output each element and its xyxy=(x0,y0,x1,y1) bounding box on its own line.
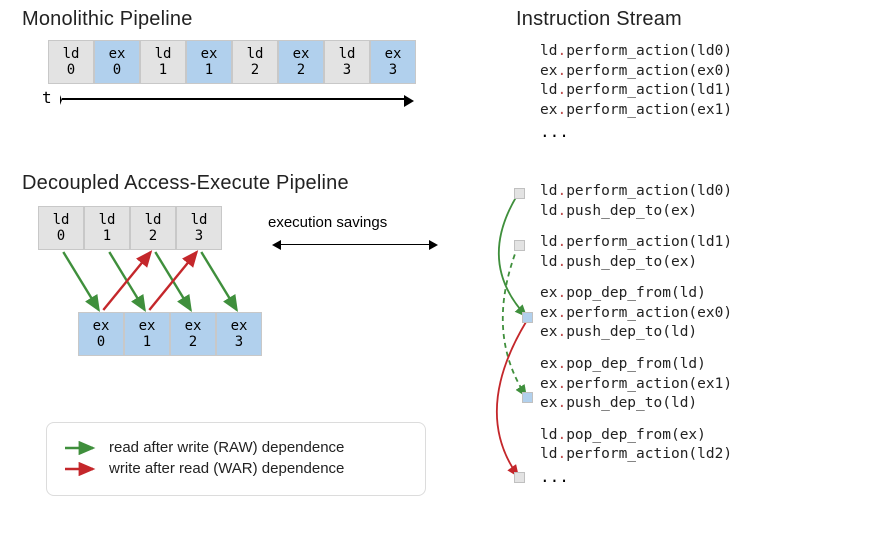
execution-savings-arrow xyxy=(280,244,430,245)
monolithic-pipeline: ld0ex0ld1ex1ld2ex2ld3ex3 t xyxy=(48,40,416,112)
code-line: ld.perform_action(ld1) xyxy=(540,81,732,101)
pipeline-cell: ld1 xyxy=(140,40,186,84)
pipeline-cell: ex0 xyxy=(94,40,140,84)
stream-marker xyxy=(514,188,525,199)
pipeline-cell: ex3 xyxy=(370,40,416,84)
instruction-stream-markers xyxy=(516,182,856,532)
instruction-stream-top: ld.perform_action(ld0)ex.perform_action(… xyxy=(540,42,732,141)
code-dependence-arrows xyxy=(482,182,542,522)
pipeline-cell: ld2 xyxy=(232,40,278,84)
execution-savings-label: execution savings xyxy=(268,214,387,231)
stream-marker xyxy=(522,392,533,403)
pipeline-cell: ld0 xyxy=(48,40,94,84)
decoupled-pipeline: ld0ld1ld2ld3 ex0ex1ex2ex3 xyxy=(38,206,458,376)
pipeline-cell: ex1 xyxy=(186,40,232,84)
legend-war: write after read (WAR) dependence xyxy=(63,460,409,477)
monolithic-title: Monolithic Pipeline xyxy=(22,8,193,31)
legend-war-text: write after read (WAR) dependence xyxy=(109,460,344,477)
instruction-stream-title: Instruction Stream xyxy=(516,8,682,31)
pipeline-cell: ld3 xyxy=(324,40,370,84)
pipeline-cell: ex2 xyxy=(170,312,216,356)
code-line: ld.perform_action(ld0) xyxy=(540,42,732,62)
ellipsis: ... xyxy=(540,120,732,141)
pipeline-cell: ld0 xyxy=(38,206,84,250)
legend-raw: read after write (RAW) dependence xyxy=(63,439,409,456)
stream-marker xyxy=(514,472,525,483)
code-line: ex.perform_action(ex0) xyxy=(540,62,732,82)
legend-raw-text: read after write (RAW) dependence xyxy=(109,439,344,456)
legend: read after write (RAW) dependence write … xyxy=(46,422,426,496)
pipeline-cell: ex3 xyxy=(216,312,262,356)
pipeline-cell: ld2 xyxy=(130,206,176,250)
stream-marker xyxy=(514,240,525,251)
pipeline-cell: ex2 xyxy=(278,40,324,84)
pipeline-cell: ex0 xyxy=(78,312,124,356)
pipeline-cell: ld3 xyxy=(176,206,222,250)
time-label: t xyxy=(42,88,52,107)
decoupled-title: Decoupled Access-Execute Pipeline xyxy=(22,172,349,195)
pipeline-cell: ex1 xyxy=(124,312,170,356)
code-line: ex.perform_action(ex1) xyxy=(540,101,732,121)
stream-marker xyxy=(522,312,533,323)
timeline-arrow xyxy=(62,98,406,100)
pipeline-cell: ld1 xyxy=(84,206,130,250)
